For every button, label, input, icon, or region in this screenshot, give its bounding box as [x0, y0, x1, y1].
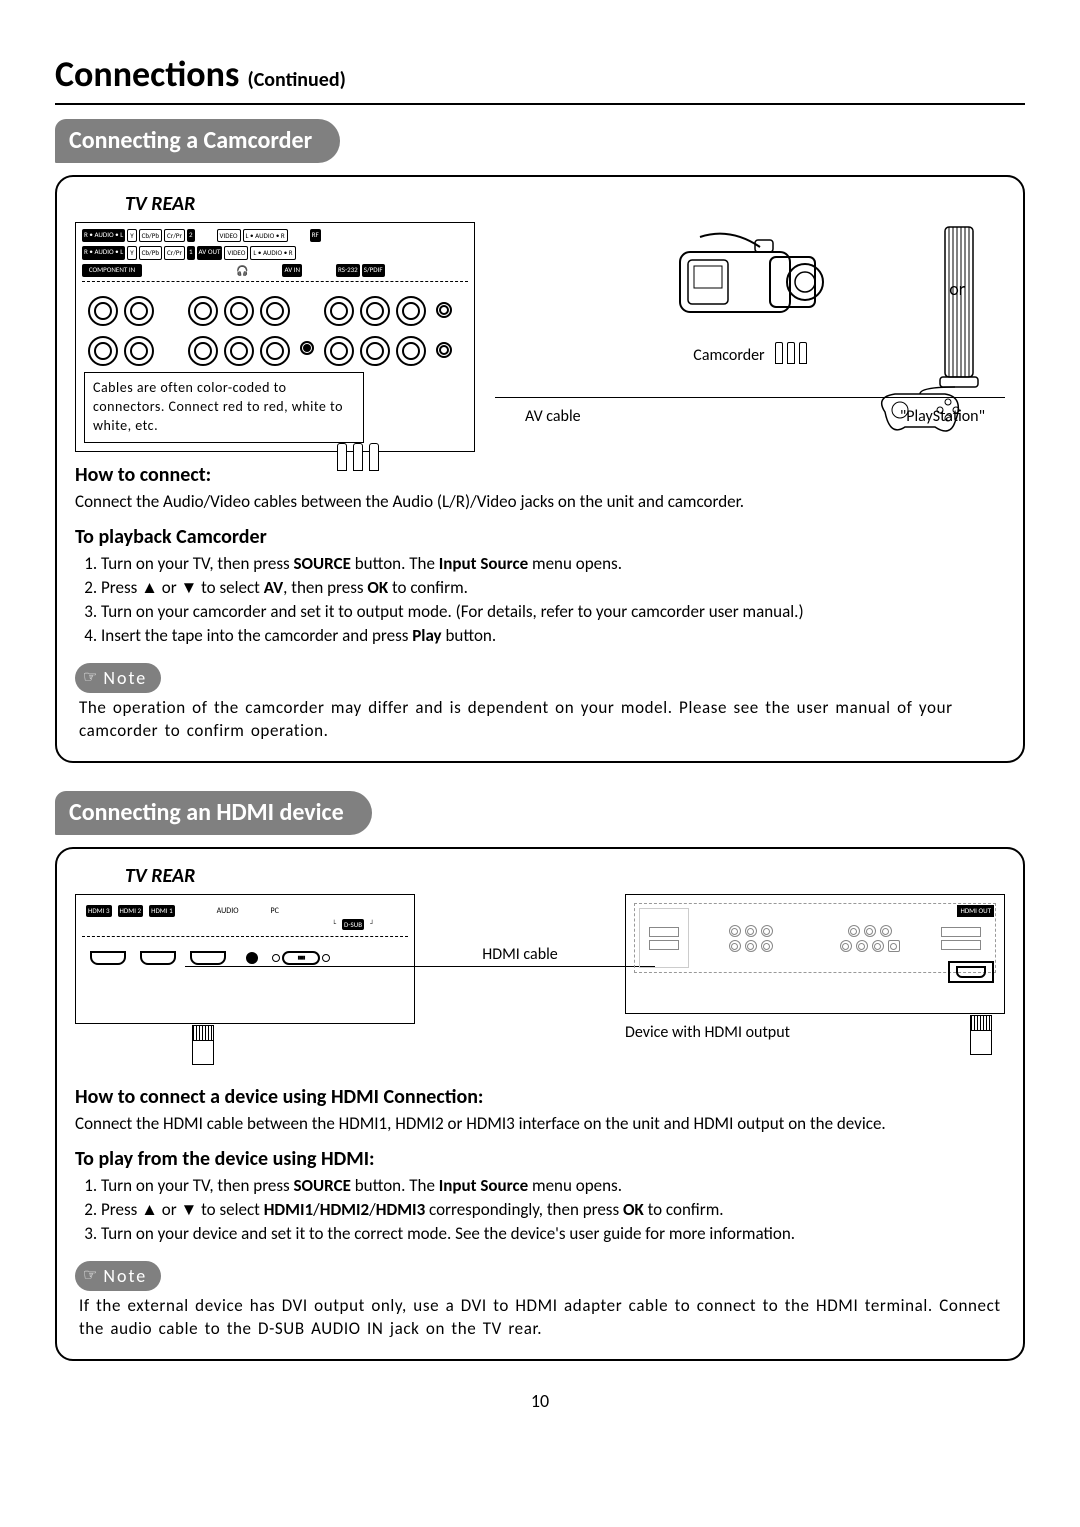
step-2: Press ▲ or ▼ to select HDMI1/HDMI2/HDMI3…	[101, 1199, 1005, 1222]
port-label: Cb/Pb	[139, 229, 162, 242]
step-3: Turn on your camcorder and set it to out…	[101, 601, 1005, 624]
section2-tab: Connecting an HDMI device	[55, 791, 372, 835]
tv-rear-panel-1: R • AUDIO • L Y Cb/Pb Cr/Pr 2 VIDEO L • …	[75, 222, 475, 452]
port-label: L • AUDIO • R	[243, 229, 288, 242]
port-label: VIDEO	[217, 229, 241, 242]
step-1: Turn on your TV, then press SOURCE butto…	[101, 553, 1005, 576]
playback-steps: Turn on your TV, then press SOURCE butto…	[101, 553, 1005, 648]
port-label: HDMI 3	[86, 905, 112, 916]
section2-frame: TV REAR HDMI 3 HDMI 2 HDMI 1 AUDIO PC └ …	[55, 847, 1025, 1361]
page-number: 10	[55, 1389, 1025, 1413]
hdmi-plug-icon	[192, 1025, 214, 1065]
page-title: Connections (Continued)	[55, 50, 1025, 99]
port-label: PC	[271, 906, 279, 917]
port-label: HDMI 2	[118, 905, 144, 916]
port-label: RS-232	[336, 264, 360, 278]
title-main: Connections	[55, 52, 239, 96]
port-label: S/PDIF	[362, 264, 385, 278]
note-tab-2: ☞ Note	[75, 1261, 161, 1291]
port-label: Cr/Pr	[164, 229, 185, 242]
rca-plugs-icon	[775, 342, 807, 364]
port-label: R • AUDIO • L	[82, 246, 125, 259]
note-label: Note	[103, 1264, 147, 1288]
title-sub: (Continued)	[247, 68, 345, 92]
port-label: COMPONENT IN	[82, 264, 142, 278]
hdmi-device-panel: HDMI OUT	[625, 894, 1005, 1014]
point-icon: ☞	[83, 667, 99, 689]
note-body-1: The operation of the camcorder may diffe…	[75, 697, 1005, 743]
hdmi-play-steps: Turn on your TV, then press SOURCE butto…	[101, 1175, 1005, 1246]
hdmi-diagram: HDMI 3 HDMI 2 HDMI 1 AUDIO PC └ D-SUB ┘	[75, 894, 1005, 1044]
port-label: 2	[187, 229, 195, 242]
note-tab-1: ☞ Note	[75, 663, 161, 693]
tv-rear-title-2: TV REAR	[125, 863, 1005, 890]
tv-rear-panel-2: HDMI 3 HDMI 2 HDMI 1 AUDIO PC └ D-SUB ┘	[75, 894, 415, 1024]
port-label: AV IN	[282, 264, 302, 278]
hdmi-play-heading: To play from the device using HDMI:	[75, 1146, 1005, 1173]
camcorder-label: Camcorder	[693, 346, 764, 365]
hdmi-out-port-icon	[948, 961, 994, 983]
cable-color-note: Cables are often color-coded to connecto…	[84, 372, 364, 443]
how-to-connect-body: Connect the Audio/Video cables between t…	[75, 491, 1005, 514]
title-rule	[55, 103, 1025, 105]
dsub-port-icon	[272, 951, 330, 965]
port-label: AUDIO	[217, 906, 239, 917]
port-label: AV OUT	[197, 246, 223, 259]
port-label: HDMI 1	[149, 905, 175, 916]
av-cable-label: AV cable	[525, 406, 581, 428]
device-label: Device with HDMI output	[625, 1022, 1005, 1044]
playback-heading: To playback Camcorder	[75, 524, 1005, 551]
audio-jack-icon	[246, 952, 258, 964]
rca-plugs-icon	[337, 443, 379, 471]
note-label: Note	[103, 666, 147, 690]
port-label: Cr/Pr	[164, 246, 185, 259]
playstation-icon	[815, 222, 995, 472]
hdmi-how-connect-body: Connect the HDMI cable between the HDMI1…	[75, 1113, 1005, 1136]
hdmi-port-icon	[190, 951, 226, 965]
step-4: Insert the tape into the camcorder and p…	[101, 625, 1005, 648]
port-label: 1	[187, 246, 195, 259]
hdmi-cable-label-wrap: HDMI cable	[435, 944, 605, 966]
point-icon: ☞	[83, 1265, 99, 1287]
tv-rear-title-1: TV REAR	[125, 191, 1005, 218]
step-2: Press ▲ or ▼ to select AV, then press OK…	[101, 577, 1005, 600]
section1-tab: Connecting a Camcorder	[55, 119, 340, 163]
port-label: R • AUDIO • L	[82, 229, 125, 242]
port-label: VIDEO	[224, 246, 248, 259]
step-3: Turn on your device and set it to the co…	[101, 1223, 1005, 1246]
camcorder-diagram: R • AUDIO • L Y Cb/Pb Cr/Pr 2 VIDEO L • …	[75, 222, 1005, 452]
hdmi-out-label: HDMI OUT	[957, 905, 994, 916]
port-label: Y	[127, 229, 136, 242]
port-label: Cb/Pb	[139, 246, 162, 259]
hdmi-port-icon	[140, 951, 176, 965]
note-body-2: If the external device has DVI output on…	[75, 1295, 1005, 1341]
hdmi-plug-icon	[970, 1015, 992, 1055]
step-1: Turn on your TV, then press SOURCE butto…	[101, 1175, 1005, 1198]
port-label: D-SUB	[342, 919, 364, 930]
port-label: L • AUDIO • R	[250, 246, 295, 259]
hdmi-how-connect-heading: How to connect a device using HDMI Conne…	[75, 1084, 1005, 1111]
port-label: RF	[310, 229, 321, 242]
hdmi-cable-label: HDMI cable	[482, 945, 557, 964]
camcorder-icon	[660, 222, 840, 342]
hdmi-port-icon	[90, 951, 126, 965]
section1-frame: TV REAR R • AUDIO • L Y Cb/Pb Cr/Pr 2 VI…	[55, 175, 1025, 763]
port-label: Y	[127, 246, 136, 259]
